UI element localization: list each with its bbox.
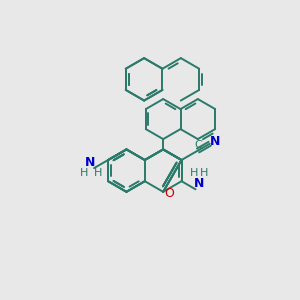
- Text: N: N: [85, 156, 96, 169]
- Text: H: H: [190, 168, 198, 178]
- Text: H: H: [93, 167, 102, 178]
- Text: N: N: [194, 177, 204, 190]
- Text: O: O: [165, 187, 175, 200]
- Text: C: C: [194, 140, 202, 150]
- Text: H: H: [80, 167, 88, 178]
- Text: N: N: [210, 135, 220, 148]
- Text: H: H: [200, 168, 208, 178]
